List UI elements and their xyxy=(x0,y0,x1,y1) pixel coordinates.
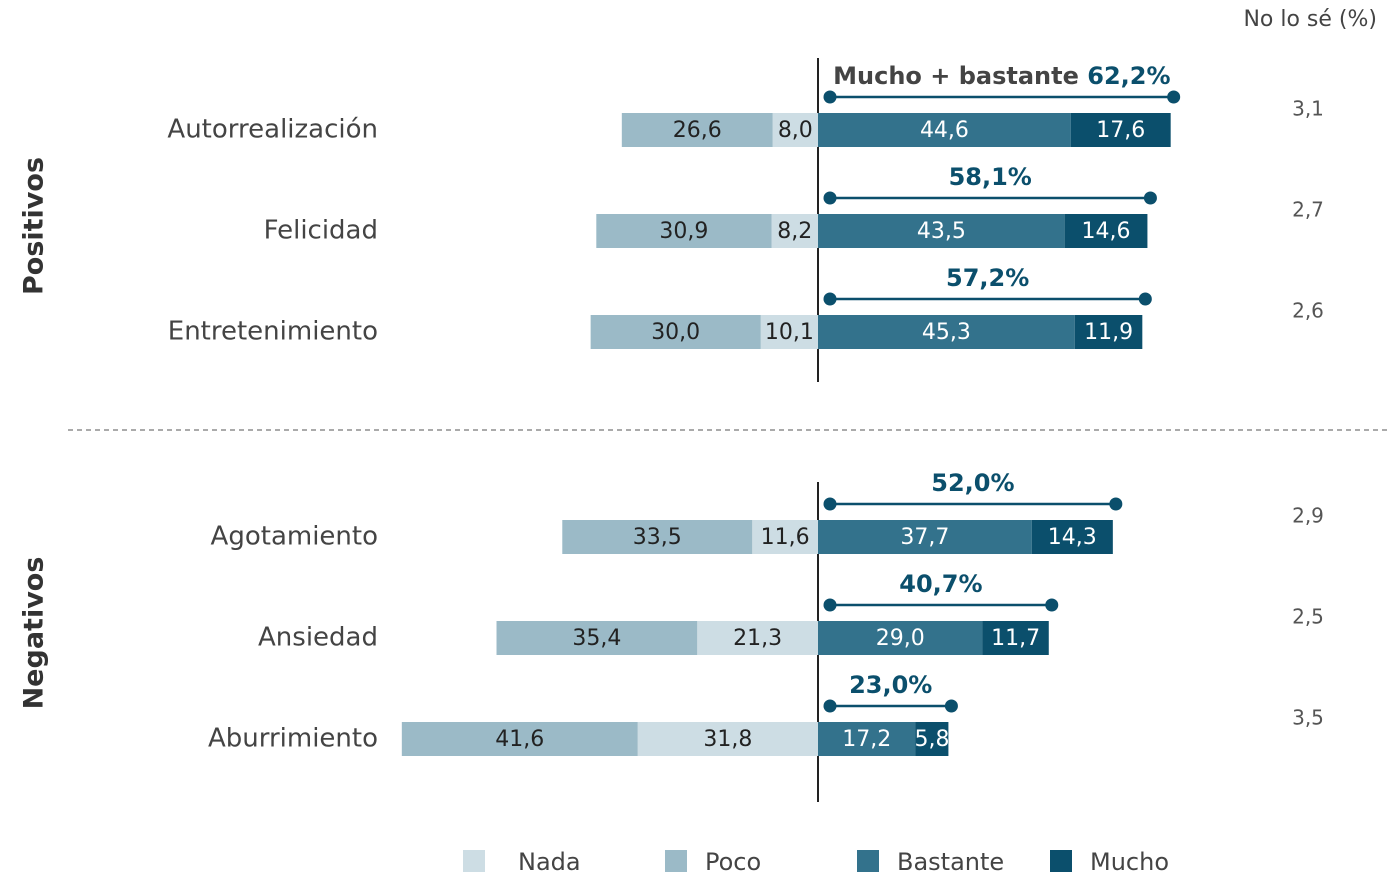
total-label: Mucho + bastante 62,2% xyxy=(833,62,1170,90)
legend-label: Nada xyxy=(518,848,581,876)
group-label: Positivos xyxy=(19,157,50,295)
total-space xyxy=(1079,62,1087,90)
bracket-dot xyxy=(1143,191,1157,205)
category-label: Aburrimiento xyxy=(208,724,378,754)
total-prefix: Mucho + bastante xyxy=(833,62,1079,90)
category-label: Felicidad xyxy=(264,216,378,246)
value-label: 14,3 xyxy=(1048,525,1097,550)
value-label: 30,0 xyxy=(651,320,700,345)
unknown-value: 3,1 xyxy=(1292,97,1324,121)
unknown-value: 2,6 xyxy=(1292,299,1324,323)
bracket-dot xyxy=(1045,598,1059,612)
bar-segment xyxy=(596,214,772,248)
total-value: 40,7% xyxy=(899,570,982,598)
legend-label: Bastante xyxy=(897,848,1004,876)
category-label: Autorrealización xyxy=(167,115,378,145)
total-label: 40,7% xyxy=(899,570,982,598)
bracket-dot xyxy=(823,292,837,306)
bar-segment xyxy=(637,722,818,756)
bracket-dot xyxy=(944,699,958,713)
value-label: 31,8 xyxy=(703,727,752,752)
total-value: 58,1% xyxy=(949,163,1032,191)
bar-segment xyxy=(1064,214,1148,248)
bar-segment xyxy=(772,113,818,147)
bracket-dot xyxy=(823,90,837,104)
bar-segment xyxy=(621,113,773,147)
value-label: 37,7 xyxy=(900,525,949,550)
bar-segment xyxy=(982,621,1049,655)
bracket-dot xyxy=(823,191,837,205)
unknown-value: 2,9 xyxy=(1292,504,1324,528)
total-label: 57,2% xyxy=(946,264,1029,292)
value-label: 26,6 xyxy=(673,118,722,143)
value-label: 10,1 xyxy=(765,320,814,345)
legend-swatch xyxy=(463,850,485,872)
value-label: 17,2 xyxy=(842,727,891,752)
legend-swatch xyxy=(857,850,879,872)
total-value: 57,2% xyxy=(946,264,1029,292)
total-label: 58,1% xyxy=(949,163,1032,191)
value-label: 33,5 xyxy=(633,525,682,550)
bar-segment xyxy=(1070,113,1171,147)
total-label: 52,0% xyxy=(931,469,1014,497)
bar-segment xyxy=(818,722,916,756)
value-label: 11,7 xyxy=(991,626,1040,651)
bracket-dot xyxy=(823,699,837,713)
value-label: 11,9 xyxy=(1084,320,1133,345)
unknown-value: 2,7 xyxy=(1292,198,1324,222)
unknown-title: No lo sé (%) xyxy=(1243,7,1377,32)
legend-swatch xyxy=(665,850,687,872)
bar-segment xyxy=(697,621,818,655)
value-label: 5,8 xyxy=(914,727,949,752)
total-label: 23,0% xyxy=(849,671,932,699)
value-label: 35,4 xyxy=(572,626,621,651)
legend-label: Poco xyxy=(705,848,761,876)
bracket-dot xyxy=(1109,497,1123,511)
value-label: 8,0 xyxy=(778,118,813,143)
bar-segment xyxy=(1031,520,1113,554)
value-label: 41,6 xyxy=(495,727,544,752)
total-value: 62,2% xyxy=(1087,62,1170,90)
bracket-dot xyxy=(823,598,837,612)
value-label: 45,3 xyxy=(922,320,971,345)
legend-label: Mucho xyxy=(1090,848,1169,876)
bar-segment xyxy=(818,520,1032,554)
value-label: 8,2 xyxy=(777,219,812,244)
unknown-value: 3,5 xyxy=(1292,706,1324,730)
unknown-value: 2,5 xyxy=(1292,605,1324,629)
category-label: Ansiedad xyxy=(258,623,378,653)
value-label: 44,6 xyxy=(920,118,969,143)
bracket-dot xyxy=(1138,292,1152,306)
bar-segment xyxy=(818,214,1065,248)
bar-segment xyxy=(818,113,1071,147)
bar-segment xyxy=(496,621,698,655)
bar-segment xyxy=(818,621,983,655)
legend-swatch xyxy=(1050,850,1072,872)
value-label: 21,3 xyxy=(733,626,782,651)
bar-segment xyxy=(1074,315,1143,349)
bar-segment xyxy=(590,315,761,349)
value-label: 29,0 xyxy=(876,626,925,651)
category-label: Entretenimiento xyxy=(168,317,378,347)
value-label: 11,6 xyxy=(761,525,810,550)
bracket-dot xyxy=(823,497,837,511)
bar-segment xyxy=(915,722,949,756)
value-label: 30,9 xyxy=(659,219,708,244)
category-label: Agotamiento xyxy=(211,522,378,552)
bar-segment xyxy=(752,520,818,554)
group-label: Negativos xyxy=(19,557,50,710)
bar-segment xyxy=(562,520,753,554)
bar-segment xyxy=(401,722,638,756)
total-value: 52,0% xyxy=(931,469,1014,497)
value-label: 43,5 xyxy=(917,219,966,244)
total-value: 23,0% xyxy=(849,671,932,699)
value-label: 17,6 xyxy=(1096,118,1145,143)
bracket-dot xyxy=(1167,90,1181,104)
bar-segment xyxy=(771,214,818,248)
bar-segment xyxy=(760,315,818,349)
bar-segment xyxy=(818,315,1075,349)
value-label: 14,6 xyxy=(1082,219,1131,244)
